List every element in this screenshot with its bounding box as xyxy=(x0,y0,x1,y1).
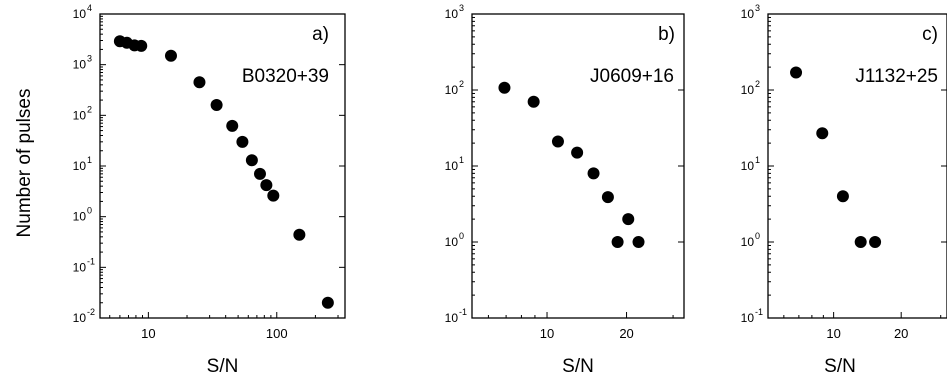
y-tick-exponent: 0 xyxy=(87,206,92,216)
data-point xyxy=(164,49,177,62)
y-tick-label: 10 xyxy=(73,260,87,274)
data-point xyxy=(527,95,540,108)
x-tick-label: 20 xyxy=(894,326,908,341)
plot-frame xyxy=(767,13,947,319)
y-tick-label: 10 xyxy=(741,159,755,173)
y-tick-label: 10 xyxy=(741,311,755,325)
y-tick-exponent: 4 xyxy=(87,3,92,13)
panel-title: B0320+39 xyxy=(242,66,329,87)
y-tick-label: 10 xyxy=(445,235,459,249)
panel-label: a) xyxy=(312,24,329,45)
y-tick-label: 10 xyxy=(73,159,87,173)
y-tick-exponent: -2 xyxy=(87,307,95,317)
y-tick-exponent: 3 xyxy=(755,3,760,13)
data-point xyxy=(253,167,266,180)
data-point xyxy=(869,236,882,248)
y-tick-exponent: 1 xyxy=(755,155,760,165)
plot-frame xyxy=(99,13,346,319)
data-point xyxy=(632,236,645,248)
data-point xyxy=(210,98,223,111)
y-tick-exponent: -1 xyxy=(755,307,763,317)
data-point xyxy=(245,154,258,167)
data-point xyxy=(135,39,148,52)
y-tick-exponent: 0 xyxy=(755,231,760,241)
plot-frame xyxy=(471,13,685,319)
x-tick-label: 10 xyxy=(826,326,840,341)
x-axis-title: S/N xyxy=(562,356,594,377)
y-tick-label: 10 xyxy=(73,311,87,325)
data-point xyxy=(551,135,564,148)
data-point xyxy=(622,213,635,226)
y-tick-label: 10 xyxy=(445,7,459,21)
y-tick-label: 10 xyxy=(445,83,459,97)
x-tick-label: 100 xyxy=(266,326,288,341)
data-point xyxy=(226,119,239,132)
data-point xyxy=(571,146,584,159)
panel-title: J0609+16 xyxy=(590,66,674,87)
y-tick-label: 10 xyxy=(73,108,87,122)
panel-label: b) xyxy=(658,24,675,45)
y-tick-exponent: 0 xyxy=(459,231,464,241)
panel-label: c) xyxy=(922,24,938,45)
y-tick-exponent: 2 xyxy=(87,104,92,114)
y-tick-exponent: 3 xyxy=(459,3,464,13)
y-tick-label: 10 xyxy=(445,159,459,173)
data-point xyxy=(836,190,849,203)
y-tick-label: 10 xyxy=(741,83,755,97)
x-axis-title: S/N xyxy=(207,356,239,377)
y-tick-label: 10 xyxy=(73,7,87,21)
panel-title: J1132+25 xyxy=(855,66,938,87)
y-tick-exponent: -1 xyxy=(87,256,95,266)
y-tick-label: 10 xyxy=(73,58,87,72)
data-point xyxy=(260,179,273,192)
data-point xyxy=(601,191,614,204)
y-tick-exponent: 1 xyxy=(459,155,464,165)
data-point xyxy=(236,135,249,148)
y-tick-label: 10 xyxy=(73,210,87,224)
y-tick-label: 10 xyxy=(741,235,755,249)
data-point xyxy=(293,228,306,241)
x-tick-label: 10 xyxy=(540,326,554,341)
data-point xyxy=(854,236,867,248)
data-point xyxy=(321,296,334,309)
data-point xyxy=(816,127,829,140)
data-point xyxy=(267,189,280,202)
y-tick-label: 10 xyxy=(741,7,755,21)
data-point xyxy=(790,66,803,79)
data-point xyxy=(193,76,206,89)
data-point xyxy=(498,81,511,94)
y-tick-exponent: -1 xyxy=(459,307,467,317)
y-tick-exponent: 2 xyxy=(755,79,760,89)
data-point xyxy=(587,167,600,180)
y-axis-title: Number of pulses xyxy=(14,89,35,238)
x-axis-title: S/N xyxy=(824,356,856,377)
data-point xyxy=(611,236,624,248)
y-tick-exponent: 2 xyxy=(459,79,464,89)
y-tick-exponent: 1 xyxy=(87,155,92,165)
y-tick-exponent: 3 xyxy=(87,54,92,64)
y-tick-label: 10 xyxy=(445,311,459,325)
x-tick-label: 20 xyxy=(619,326,633,341)
x-tick-label: 10 xyxy=(141,326,155,341)
